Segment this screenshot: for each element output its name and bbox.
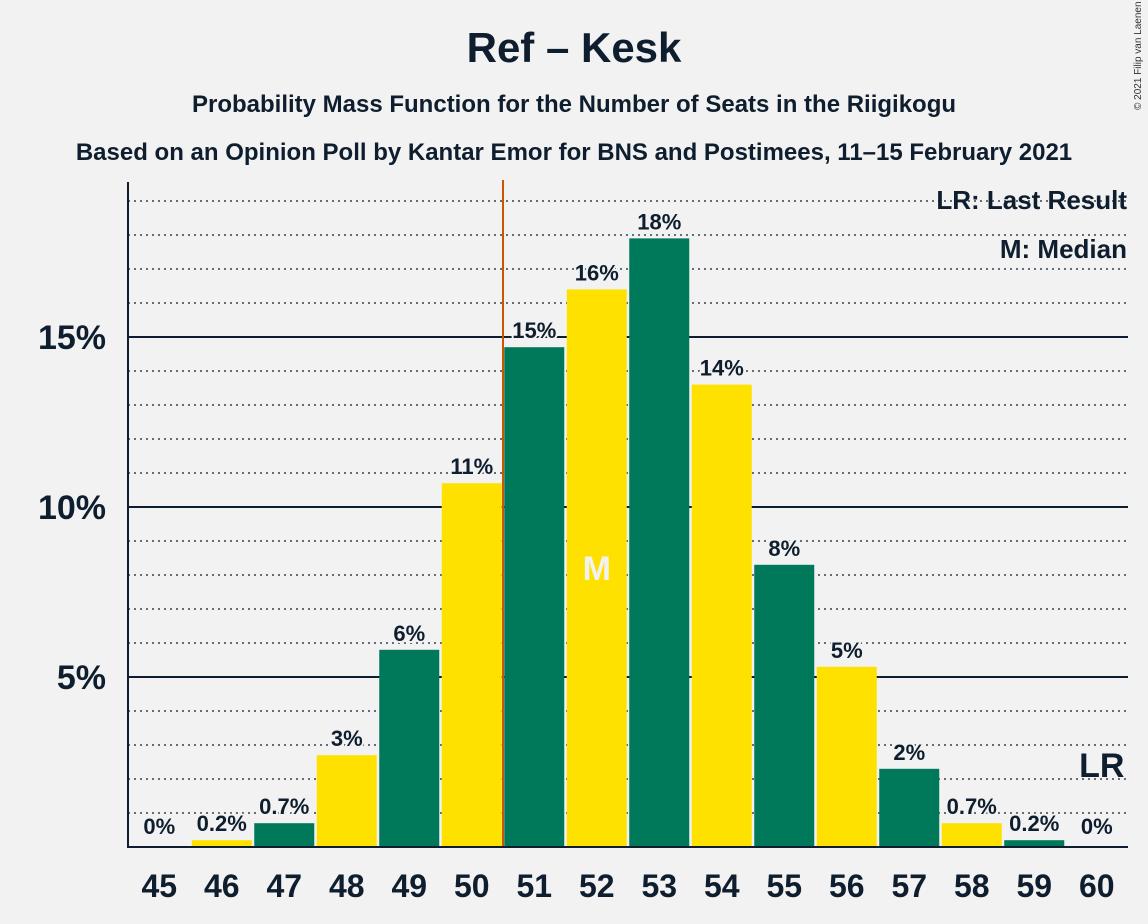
value-label: 0.2% — [197, 811, 247, 836]
bar-seat-53 — [629, 238, 690, 847]
value-label: 11% — [450, 454, 493, 479]
x-tick-label: 53 — [641, 868, 677, 904]
x-tick-label: 49 — [391, 868, 427, 904]
chart-subtitle: Probability Mass Function for the Number… — [191, 91, 957, 118]
value-label: 6% — [393, 621, 425, 646]
x-tick-label: 50 — [454, 868, 490, 904]
grid-lines — [128, 180, 1128, 847]
value-label: 0.7% — [947, 794, 997, 819]
bar-seat-50 — [441, 483, 502, 847]
value-label: 14% — [700, 356, 744, 381]
chart-source: Based on an Opinion Poll by Kantar Emor … — [75, 139, 1073, 166]
y-tick-label: 5% — [57, 659, 106, 697]
value-label: 0% — [1081, 814, 1113, 839]
bar-seat-47 — [254, 823, 315, 847]
bar-seat-56 — [816, 666, 877, 847]
x-tick-label: 60 — [1079, 868, 1115, 904]
x-tick-label: 51 — [516, 868, 552, 904]
x-tick-label: 48 — [329, 868, 365, 904]
value-label: 3% — [331, 726, 363, 751]
value-label: 0.2% — [1009, 811, 1059, 836]
legend-median: M: Median — [1000, 234, 1127, 264]
median-marker: M — [583, 550, 611, 588]
x-tick-label: 52 — [579, 868, 615, 904]
bars — [191, 238, 1065, 847]
bar-seat-49 — [379, 649, 440, 847]
value-label: 5% — [831, 638, 863, 663]
bar-seat-46 — [191, 840, 252, 847]
bar-seat-48 — [316, 755, 377, 847]
value-label: 18% — [637, 209, 681, 234]
bar-seat-55 — [754, 564, 815, 847]
x-tick-label: 54 — [704, 868, 740, 904]
value-label: 15% — [512, 318, 556, 343]
y-tick-label: 15% — [38, 319, 106, 357]
x-tick-label: 57 — [891, 868, 927, 904]
legend-last-result: LR: Last Result — [936, 185, 1127, 215]
value-label: 0.7% — [259, 794, 309, 819]
x-tick-label: 47 — [266, 868, 302, 904]
x-tick-label: 59 — [1016, 868, 1052, 904]
value-label: 0% — [143, 814, 175, 839]
bar-seat-51 — [504, 347, 565, 847]
bar-seat-59 — [1004, 840, 1065, 847]
x-tick-label: 58 — [954, 868, 990, 904]
bar-seat-54 — [691, 384, 752, 847]
bar-seat-57 — [879, 768, 940, 847]
value-labels: 0% 0.2% 0.7% 3% 6% 11% 15% 16% M 18% 14% 8% 5% 2% 0.7%… — [141, 207, 1124, 841]
value-label: 8% — [768, 536, 800, 561]
copyright-notice: © 2021 Filip van Laenen — [1133, 1, 1144, 110]
axes: 5% 10% 15% 45 46 47 48 49 50 51 52 53 54 55 56 57 58 59 60 — [38, 182, 1128, 904]
x-tick-label: 46 — [204, 868, 240, 904]
chart-title: Ref – Kesk — [466, 24, 682, 71]
y-tick-label: 10% — [38, 489, 106, 527]
last-result-marker: LR — [1079, 747, 1124, 785]
x-tick-label: 55 — [766, 868, 802, 904]
x-tick-label: 56 — [829, 868, 865, 904]
value-label: 2% — [893, 740, 925, 765]
bar-seat-52 — [566, 289, 627, 847]
bar-seat-58 — [941, 823, 1002, 847]
value-label: 16% — [575, 260, 619, 285]
x-tick-label: 45 — [141, 868, 177, 904]
